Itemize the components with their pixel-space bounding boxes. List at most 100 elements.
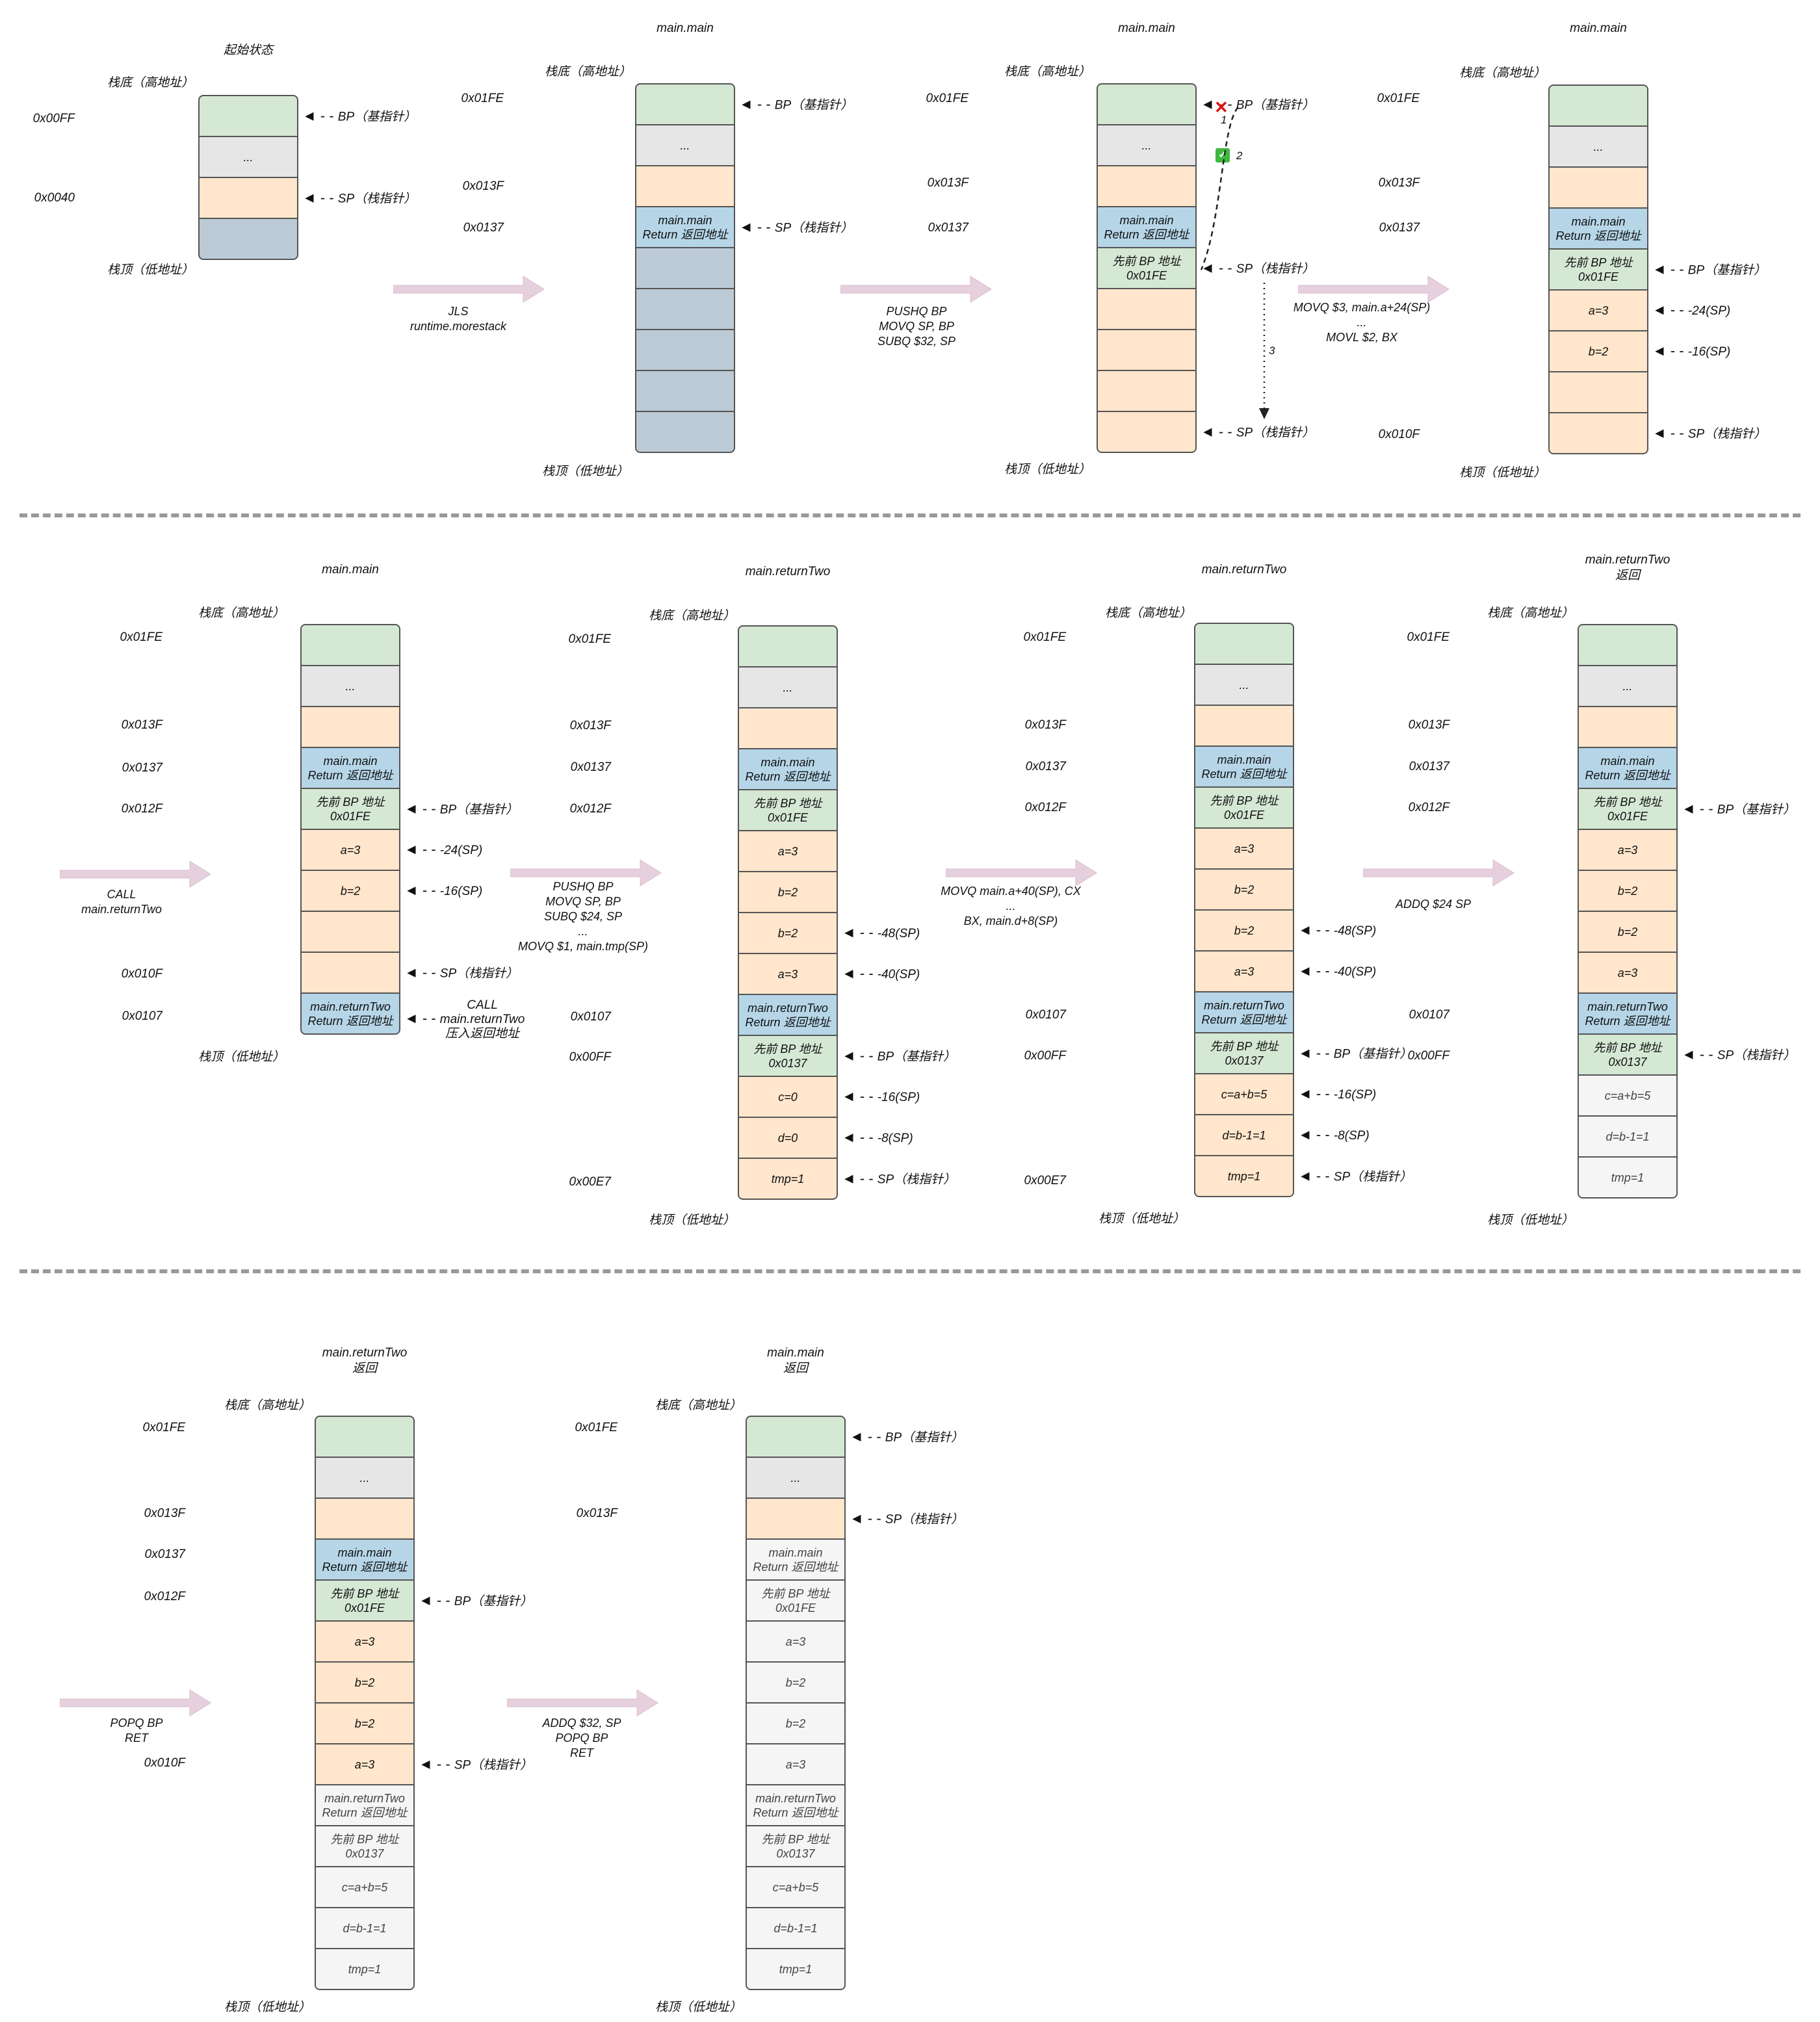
operation-caption: PUSHQ BP MOVQ SP, BP SUBQ $24, SP ... MO…: [517, 880, 649, 953]
pointer-text: -24(SP): [439, 843, 483, 857]
stack-cell: tmp=1: [1578, 1156, 1678, 1199]
pointer-text: BP（基指针）: [877, 1050, 956, 1063]
address-label: 0x0107: [1409, 1008, 1450, 1022]
pointer-arrowhead-icon: ◄ - -: [1298, 1126, 1334, 1143]
panel-title: main.main: [1570, 21, 1627, 35]
stack-cell: b=2: [315, 1661, 415, 1704]
pointer-arrowhead-icon: ◄ - -: [850, 1510, 885, 1526]
address-label: 0x012F: [1408, 801, 1450, 814]
address-label: 0x01FE: [575, 1421, 618, 1434]
address-label: 0x00FF: [1407, 1049, 1450, 1063]
address-label: 0x01FE: [1023, 630, 1066, 644]
panel-title: main.returnTwo 返回: [1585, 553, 1670, 582]
address-label: 0x01FE: [142, 1421, 185, 1434]
address-label: 0x013F: [121, 718, 162, 732]
pointer-text: SP（栈指针）: [1717, 1048, 1796, 1062]
stack-bottom-label: 栈底（高地址）: [649, 609, 736, 623]
stack-top-label: 栈顶（低地址）: [655, 2001, 742, 2014]
panel-title: main.returnTwo: [1201, 563, 1287, 577]
pointer-text: BP（基指针）: [1687, 263, 1767, 277]
pointer-text: -40(SP): [877, 967, 920, 981]
operation-arrow-icon: [1363, 859, 1514, 887]
pointer-arrowhead-icon: ◄ - -: [302, 189, 338, 205]
address-label: 0x010F: [1378, 428, 1420, 441]
pointer-text: SP（栈指针）: [1687, 427, 1767, 441]
pointer-label: ◄ - - CALL main.returnTwo 压入返回地址: [404, 998, 525, 1041]
pointer-arrowhead-icon: ◄ - -: [739, 218, 775, 235]
step-label: 2: [1236, 149, 1243, 162]
pointer-arrowhead-icon: ◄ - -: [1298, 1085, 1334, 1102]
stack-cell: b=2: [1194, 909, 1294, 952]
stack-cell: 先前 BP 地址 0x0137: [1194, 1032, 1294, 1074]
pointer-arrowhead-icon: ◄ - -: [1652, 424, 1688, 441]
pointer-arrowhead-icon: ◄ - -: [1298, 962, 1334, 979]
pointer-text: SP（栈指针）: [337, 192, 417, 205]
stack-top-label: 栈顶（低地址）: [1004, 463, 1091, 476]
stack-cell: [1548, 84, 1648, 127]
pointer-arrowhead-icon: ◄ - -: [842, 1047, 878, 1063]
pointer-label: ◄ - - BP（基指针）: [1201, 95, 1314, 112]
stack-bottom-label: 栈底（高地址）: [107, 76, 194, 90]
address-label: 0x012F: [121, 802, 162, 816]
pointer-text: BP（基指针）: [1236, 98, 1315, 112]
pointer-label: ◄ - - SP（栈指针）: [850, 1509, 963, 1527]
stack-cell: [1548, 166, 1648, 209]
pointer-label: ◄ - - -16(SP): [1298, 1085, 1376, 1102]
address-label: 0x012F: [1024, 801, 1066, 814]
stack-cell: b=2: [746, 1702, 846, 1744]
step-label: 1: [1221, 114, 1227, 126]
pointer-label: ◄ - - BP（基指针）: [842, 1046, 956, 1064]
stack-top-label: 栈顶（低地址）: [1459, 466, 1546, 480]
panel-title: main.main: [656, 21, 714, 35]
stack-cell: 先前 BP 地址 0x01FE: [300, 788, 400, 830]
section-separator: [20, 513, 1800, 517]
stack-cell: [198, 177, 298, 219]
stack-cell: [300, 624, 400, 666]
address-label: 0x013F: [462, 179, 504, 193]
error-x-icon: ✕: [1214, 97, 1228, 117]
pointer-text: SP（栈指针）: [439, 966, 519, 980]
stack-bottom-label: 栈底（高地址）: [224, 1399, 311, 1412]
stack-cell: [1578, 706, 1678, 748]
stack-cell: main.main Return 返回地址: [1194, 745, 1294, 788]
stack-cell: [635, 288, 735, 330]
pointer-arrowhead-icon: ◄ - -: [404, 1009, 440, 1026]
pointer-text: -16(SP): [1333, 1087, 1377, 1102]
pointer-arrowhead-icon: ◄ - -: [1652, 261, 1688, 277]
pointer-arrowhead-icon: ◄ - -: [850, 1428, 885, 1444]
pointer-label: ◄ - - -48(SP): [1298, 922, 1376, 939]
stack-cell: [198, 95, 298, 137]
stack-cell: tmp=1: [746, 1948, 846, 1990]
address-label: 0x00FF: [32, 112, 75, 125]
stack-cell: tmp=1: [315, 1948, 415, 1990]
stack-cell: [1097, 329, 1197, 371]
operation-arrow-icon: [507, 1689, 658, 1717]
stack-cell: [315, 1497, 415, 1540]
stack-cell: a=3: [746, 1743, 846, 1785]
stack-cell: main.main Return 返回地址: [746, 1538, 846, 1581]
stack-cell: main.returnTwo Return 返回地址: [746, 1784, 846, 1826]
pointer-label: ◄ - - BP（基指针）: [1682, 799, 1795, 817]
address-label: 0x0137: [1409, 760, 1450, 773]
stack-cell: 先前 BP 地址 0x01FE: [1194, 786, 1294, 829]
stack-cell: b=2: [738, 912, 838, 954]
operation-caption: POPQ BP RET: [110, 1717, 163, 1744]
pointer-arrowhead-icon: ◄ - -: [1682, 800, 1717, 816]
pointer-text: BP（基指针）: [774, 98, 853, 112]
pointer-label: ◄ - - SP（栈指针）: [1298, 1167, 1412, 1184]
pointer-text: SP（栈指针）: [885, 1512, 964, 1526]
address-label: 0x0137: [1379, 221, 1420, 235]
stack-cell: [746, 1416, 846, 1458]
pointer-arrowhead-icon: ◄ - -: [404, 800, 440, 816]
pointer-arrowhead-icon: ◄ - -: [1652, 342, 1688, 359]
operation-arrow-icon: [393, 276, 545, 303]
address-label: 0x013F: [576, 1507, 618, 1520]
address-label: 0x013F: [569, 719, 611, 732]
pointer-label: ◄ - - SP（栈指针）: [419, 1755, 532, 1772]
stack-cell: ...: [1194, 664, 1294, 706]
stack-cell: main.main Return 返回地址: [1548, 207, 1648, 250]
pointer-arrowhead-icon: ◄ - -: [842, 1087, 878, 1104]
pointer-text: BP（基指针）: [885, 1431, 964, 1444]
pointer-text: BP（基指针）: [1717, 803, 1796, 816]
pointer-label: ◄ - - -24(SP): [1652, 302, 1730, 318]
